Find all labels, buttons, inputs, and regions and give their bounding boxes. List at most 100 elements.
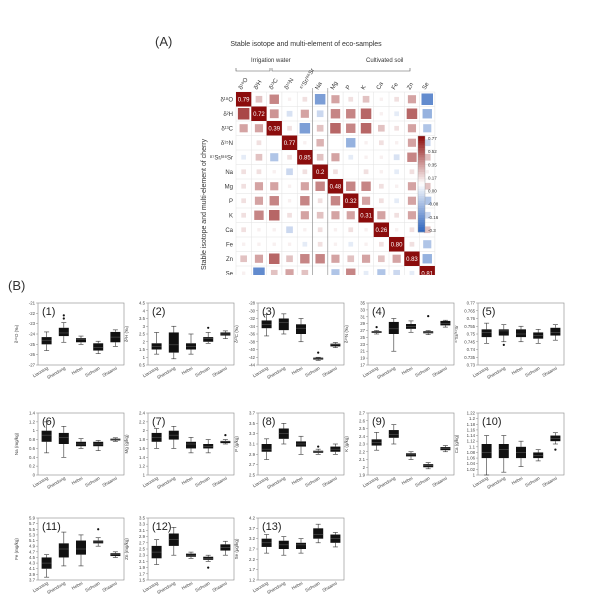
boxplot-ytick-label: 1.16 xyxy=(467,427,476,432)
boxplot-outlier xyxy=(207,566,210,569)
boxplot-ytick-label: 3.3 xyxy=(139,522,146,527)
colorbar-segment xyxy=(418,162,425,166)
boxplot-category-label: Shaanxi xyxy=(541,476,558,488)
heatmap-cell xyxy=(364,228,368,232)
boxplot-ytick-label: 5.7 xyxy=(29,521,36,526)
boxplot-category-label: Shaanxi xyxy=(101,366,118,378)
heatmap-cell xyxy=(242,141,245,144)
boxplot-ytick-label: -28 xyxy=(249,301,256,306)
boxplot-ytick-label: -25 xyxy=(29,342,36,347)
heatmap-cell xyxy=(331,254,340,263)
colorbar-segment xyxy=(418,186,425,190)
boxplot-box xyxy=(296,324,306,334)
heatmap-cell xyxy=(423,124,432,133)
boxplot-ytick-label: 2.7 xyxy=(359,411,366,416)
boxplot-ytick-label: 2.7 xyxy=(139,540,146,545)
boxplot-category-label: Shandong xyxy=(486,475,507,490)
colorbar-segment xyxy=(418,210,425,214)
heatmap-cell xyxy=(317,241,323,247)
heatmap-diagonal-cell xyxy=(404,251,420,266)
boxplot-category-label: Sichuan xyxy=(304,475,321,488)
boxplot-ytick-label: 1.6 xyxy=(139,446,146,451)
heatmap-cell xyxy=(253,267,265,275)
heatmap-cell xyxy=(377,269,386,275)
heatmap-cell xyxy=(423,226,431,234)
heatmap-cell xyxy=(423,240,432,249)
boxplot-ytick-label: 31 xyxy=(360,314,365,319)
heatmap-cell xyxy=(362,95,370,103)
colorbar-segment xyxy=(418,208,425,211)
boxplot-ylabel: δ¹⁸O (‰) xyxy=(14,324,19,343)
heatmap-cell xyxy=(254,210,264,220)
heatmap-diagonal-cell xyxy=(389,237,405,252)
boxplot-outlier xyxy=(317,445,320,448)
colorbar-segment xyxy=(418,203,425,206)
boxplot-category-label: Shaanxi xyxy=(321,581,338,593)
group-cultivated-soil: Cultivated soil xyxy=(366,58,403,64)
heatmap-row-label: Zn xyxy=(226,257,233,263)
heatmap-cell xyxy=(239,124,248,133)
boxplot-ytick-label: 4.3 xyxy=(29,561,36,566)
heatmap-diagonal-value: 0.2 xyxy=(316,170,325,176)
boxplot-outlier xyxy=(207,326,210,329)
heatmap-cell xyxy=(364,141,368,145)
boxplot-box xyxy=(296,542,306,549)
colorbar-segment xyxy=(418,176,425,180)
boxplot-ytick-label: 3.2 xyxy=(249,536,256,541)
heatmap-cell xyxy=(422,109,432,119)
heatmap-cell xyxy=(348,241,354,247)
heatmap-ylabel: Stable isotope and multi-element of cher… xyxy=(201,138,208,270)
boxplot-ytick-label: 21 xyxy=(360,349,365,354)
boxplot-panel: (10)1.221.21.181.161.141.121.11.081.061.… xyxy=(454,411,565,490)
heatmap-cell xyxy=(409,270,415,275)
heatmap-diagonal-cell xyxy=(312,164,328,179)
boxplot-ytick-label: -32 xyxy=(249,316,256,321)
boxplot-ytick-label: 2.5 xyxy=(139,547,146,552)
heatmap-cell xyxy=(378,255,385,263)
heatmap-cell xyxy=(241,183,247,189)
heatmap-cell xyxy=(314,93,326,105)
heatmap-cell xyxy=(269,94,279,104)
heatmap-cell xyxy=(241,169,247,175)
boxplot-category-label: Sichuan xyxy=(194,475,211,488)
boxplot-ytick-label: -21 xyxy=(29,301,36,306)
boxplot-ytick-label: 23 xyxy=(360,342,365,347)
boxplot-ytick-label: 0.6 xyxy=(29,446,36,451)
boxplot-category-label: Shandong xyxy=(156,365,177,380)
boxplot-ytick-label: 1.1 xyxy=(469,444,476,449)
boxplot-category-label: Hebei xyxy=(181,476,194,486)
boxplot-category-label: Hebei xyxy=(291,476,304,486)
heatmap-cell xyxy=(346,109,356,119)
heatmap-cell xyxy=(363,169,369,175)
colorbar-segment xyxy=(418,196,425,199)
boxplot-panel-label: (5) xyxy=(482,306,495,318)
heatmap-col-label: K xyxy=(361,85,368,91)
colorbar-segment xyxy=(418,157,425,161)
boxplot-ytick-label: 3.7 xyxy=(249,526,256,531)
boxplot-ylabel: δ¹³C (‰) xyxy=(234,325,239,343)
heatmap-cell xyxy=(316,211,324,219)
heatmap-cell xyxy=(394,198,400,204)
colorbar-segment xyxy=(418,172,425,175)
heatmap-diagonal-value: 0.77 xyxy=(284,141,296,147)
boxplot-ytick-label: -24 xyxy=(29,332,36,337)
boxplot-box xyxy=(58,327,69,337)
heatmap-cell xyxy=(257,228,261,232)
boxplot-outlier xyxy=(317,351,320,354)
boxplot-ylabel: δ²H (‰) xyxy=(124,326,129,343)
boxplot-ylabel: Se (μg/kg) xyxy=(234,538,239,559)
heatmap-row-label: ⁸⁷Sr/⁸⁶Sr xyxy=(210,154,233,161)
boxplot-panel-label: (1) xyxy=(42,306,55,318)
boxplot-category-label: Sichuan xyxy=(84,580,101,593)
boxplot-ytick-label: 3.7 xyxy=(29,578,36,583)
boxplot-ytick-label: 5.1 xyxy=(29,538,36,543)
boxplot-ytick-label: 2.3 xyxy=(359,442,366,447)
heatmap-cell xyxy=(286,255,293,263)
boxplot-ytick-label: 0.2 xyxy=(29,464,36,469)
boxplot-ytick-label: 2 xyxy=(363,465,366,470)
heatmap-cell xyxy=(316,124,324,132)
heatmap-cell xyxy=(286,226,293,234)
